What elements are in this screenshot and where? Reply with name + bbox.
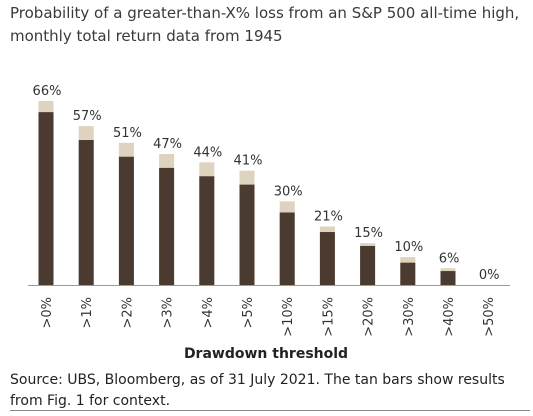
bar-dark [38,112,54,285]
x-tick-label: >5% [241,297,256,329]
bar-dark [279,212,295,285]
bar-dark [159,167,175,285]
data-label: 21% [314,209,343,224]
data-label: 66% [33,84,62,99]
x-tick-label: >15% [321,297,336,337]
bar-dark [78,140,94,285]
data-label: 6% [439,251,460,266]
data-label: 41% [234,154,263,169]
bar-dark [118,156,134,285]
chart-title-line-1: Probability of a greater-than-X% loss fr… [10,4,520,22]
data-label: 30% [274,184,303,199]
data-label: 0% [479,268,500,283]
data-label: 57% [73,109,102,124]
x-tick-label: >0% [40,297,55,329]
source-note-line-1: Source: UBS, Bloomberg, as of 31 July 20… [10,372,505,388]
x-tick-label: >1% [80,297,95,329]
bar-dark [199,176,215,285]
chart-title-line-2: monthly total return data from 1945 [10,27,283,45]
bar-chart: 66% >0% 57% >1% 51% >2% 47% >3% 44% >4% 41% >5% 30% >… [28,84,510,362]
bar-dark [360,245,376,285]
x-tick-label: >4% [201,297,216,329]
x-tick-label: >10% [281,297,296,337]
bar-dark [319,232,335,285]
x-tick-label: >2% [120,297,135,329]
data-label: 44% [193,145,222,160]
x-tick-label: >30% [402,297,417,337]
x-tick-label: >40% [442,297,457,337]
bottom-divider [10,410,530,411]
x-tick-label: >3% [161,297,176,329]
bar-dark [400,262,416,285]
data-label: 51% [113,126,142,141]
chart-title: Probability of a greater-than-X% loss fr… [10,2,525,48]
data-label: 15% [354,226,383,241]
bar-dark [440,271,456,285]
data-label: 10% [394,240,423,255]
x-tick-label: >20% [362,297,377,337]
bar-dark [239,184,255,285]
data-label: 47% [153,137,182,152]
source-note-line-2: from Fig. 1 for context. [10,393,171,409]
source-note: Source: UBS, Bloomberg, as of 31 July 20… [10,370,530,412]
x-tick-label: >50% [482,297,497,337]
x-axis-title: Drawdown threshold [184,346,348,362]
